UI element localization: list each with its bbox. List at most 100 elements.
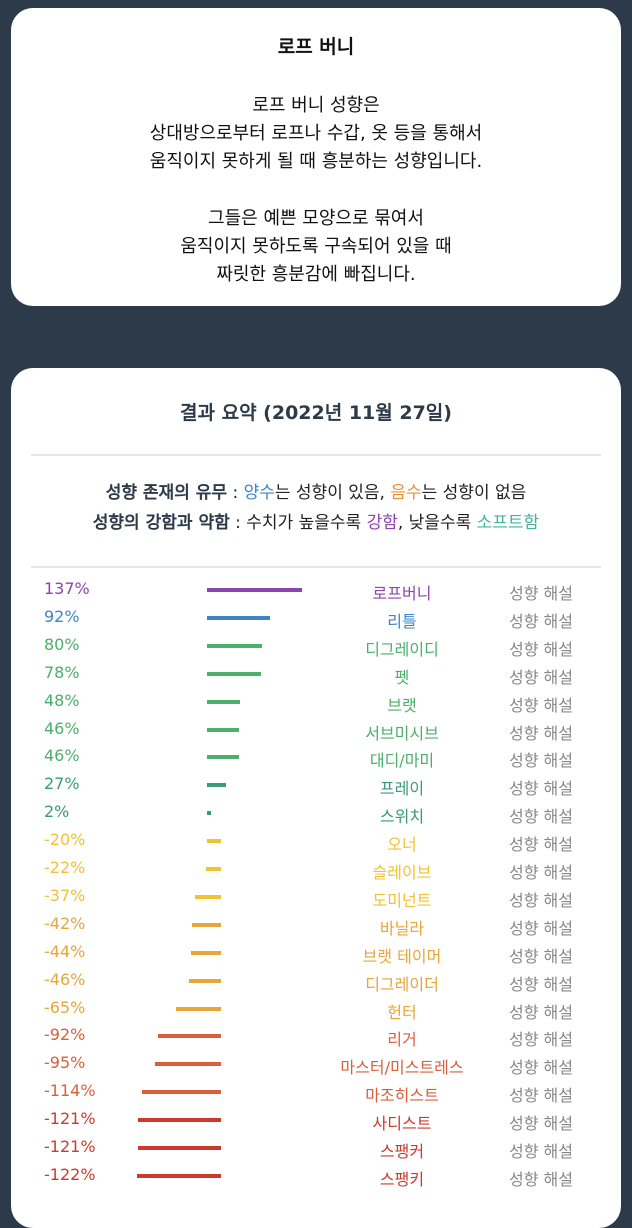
row-percent: -46%	[44, 969, 86, 989]
row-type-name: 대디/마미	[369, 751, 435, 771]
divider	[31, 454, 601, 456]
row-bar	[207, 783, 226, 788]
explain-link[interactable]: 성향 해설	[509, 667, 573, 687]
type-title: 로프 버니	[277, 36, 355, 58]
row-type-name: 사디스트	[372, 1114, 432, 1134]
explain-link[interactable]: 성향 해설	[509, 946, 573, 966]
row-type-name: 브랫	[387, 695, 417, 715]
legend-strength-sep: : 수치가 높을수록	[229, 513, 367, 533]
explain-link[interactable]: 성향 해설	[509, 863, 573, 882]
row-type-name: 서브미시브	[365, 723, 439, 743]
legend-strength-label: 성향의 강함과 약함	[92, 513, 230, 533]
explain-link[interactable]: 성향 해설	[509, 723, 573, 743]
row-percent: -121%	[44, 1137, 96, 1156]
explain-link[interactable]: 성향 해설	[509, 584, 573, 603]
row-percent: -114%	[44, 1081, 96, 1101]
row-bar	[195, 894, 221, 899]
explain-link[interactable]: 성향 해설	[509, 1002, 573, 1022]
explain-link[interactable]: 성향 해설	[509, 1030, 573, 1050]
explain-link[interactable]: 성향 해설	[509, 835, 573, 855]
result-row: 80% 디그레이디 성향 해설	[11, 632, 621, 660]
legend-strong: 강함	[366, 513, 398, 533]
explain-link[interactable]: 성향 해설	[509, 974, 573, 994]
row-type-name: 바닐라	[379, 918, 425, 938]
row-bar	[207, 727, 239, 732]
legend-separator: :	[227, 483, 244, 503]
explain-link[interactable]: 성향 해설	[509, 1058, 573, 1078]
row-type-name: 스팽커	[379, 1142, 425, 1161]
row-type-name: 헌터	[387, 1002, 417, 1022]
result-row: 48% 브랫 성향 해설	[11, 688, 621, 716]
description-line: 움직이지 못하게 될 때 흥분하는 성향입니다.	[149, 151, 483, 172]
description-line: 움직이지 못하도록 구속되어 있을 때	[180, 236, 452, 257]
row-type-name: 펫	[394, 667, 410, 687]
explain-link[interactable]: 성향 해설	[509, 1114, 573, 1134]
row-type-name: 슬레이브	[372, 863, 432, 882]
legend-existence-label: 성향 존재의 유무	[105, 483, 228, 503]
row-bar	[136, 1173, 221, 1178]
description-line: 그들은 예쁜 모양으로 묶여서	[208, 208, 424, 229]
description-line: 상대방으로부터 로프나 수갑, 옷 등을 통해서	[149, 123, 483, 144]
legend-existence: 성향 존재의 유무 : 양수는 성향이 있음, 음수는 성향이 없음	[11, 478, 621, 503]
row-percent: 92%	[44, 606, 80, 626]
row-type-name: 프레이	[379, 779, 425, 799]
row-type-name: 스위치	[379, 807, 425, 827]
result-row: -37% 도미넌트 성향 해설	[11, 883, 621, 911]
row-type-name: 마조히스트	[365, 1086, 439, 1106]
row-bar	[189, 978, 221, 983]
explain-link[interactable]: 성향 해설	[509, 751, 573, 771]
result-row: 78% 펫 성향 해설	[11, 660, 621, 688]
result-row: -22% 슬레이브 성향 해설	[11, 855, 621, 883]
description-card: 로프 버니 로프 버니 성향은 상대방으로부터 로프나 수갑, 옷 등을 통해서…	[11, 8, 621, 306]
explain-link[interactable]: 성향 해설	[509, 779, 573, 799]
row-percent: -37%	[44, 885, 86, 905]
row-bar	[207, 839, 221, 844]
description-paragraph-1: 로프 버니 성향은 상대방으로부터 로프나 수갑, 옷 등을 통해서 움직이지 …	[11, 92, 621, 176]
row-bar	[207, 671, 261, 676]
description-line: 짜릿한 흥분감에 빠집니다.	[216, 264, 416, 285]
explain-link[interactable]: 성향 해설	[509, 639, 573, 659]
result-row: -46% 디그레이더 성향 해설	[11, 967, 621, 995]
row-percent: -44%	[44, 941, 86, 961]
result-row: 27% 프레이 성향 해설	[11, 771, 621, 799]
legend-strength-mid: , 낮을수록	[397, 513, 477, 533]
explain-link[interactable]: 성향 해설	[509, 807, 573, 827]
row-type-name: 디그레이더	[365, 974, 439, 994]
row-type-name: 디그레이디	[365, 639, 439, 659]
row-type-name: 도미넌트	[372, 890, 432, 910]
row-bar	[157, 1034, 221, 1039]
description-line: 로프 버니 성향은	[252, 95, 380, 116]
result-row: -121% 사디스트 성향 해설	[11, 1106, 621, 1134]
explain-link[interactable]: 성향 해설	[509, 611, 573, 631]
legend-positive: 양수	[243, 483, 275, 503]
divider	[31, 566, 601, 568]
result-row: -92% 리거 성향 해설	[11, 1022, 621, 1050]
row-percent: 137%	[44, 579, 90, 598]
row-percent: -121%	[44, 1109, 96, 1129]
row-percent: 46%	[44, 718, 80, 738]
explain-link[interactable]: 성향 해설	[509, 1086, 573, 1106]
explain-link[interactable]: 성향 해설	[509, 890, 573, 910]
legend-strength: 성향의 강함과 약함 : 수치가 높을수록 강함, 낮을수록 소프트함	[11, 508, 621, 533]
row-bar	[155, 1062, 221, 1067]
row-percent: -65%	[44, 997, 86, 1017]
row-percent: -20%	[44, 830, 86, 850]
row-percent: -42%	[44, 913, 86, 933]
row-type-name: 마스터/미스트레스	[340, 1058, 464, 1078]
row-percent: -22%	[44, 858, 86, 877]
row-percent: -122%	[44, 1164, 96, 1184]
explain-link[interactable]: 성향 해설	[509, 1169, 573, 1189]
result-row: 46% 대디/마미 성향 해설	[11, 743, 621, 771]
row-type-name: 로프버니	[372, 584, 432, 603]
row-bar	[205, 867, 221, 871]
row-percent: 48%	[44, 690, 80, 710]
row-bar	[137, 1118, 221, 1123]
result-row: -122% 스팽키 성향 해설	[11, 1162, 621, 1190]
explain-link[interactable]: 성향 해설	[509, 1142, 573, 1161]
result-row: -42% 바닐라 성향 해설	[11, 911, 621, 939]
row-bar	[137, 1146, 221, 1150]
explain-link[interactable]: 성향 해설	[509, 918, 573, 938]
explain-link[interactable]: 성향 해설	[509, 695, 573, 715]
row-percent: 27%	[44, 774, 80, 794]
row-type-name: 브랫 테이머	[362, 946, 442, 966]
